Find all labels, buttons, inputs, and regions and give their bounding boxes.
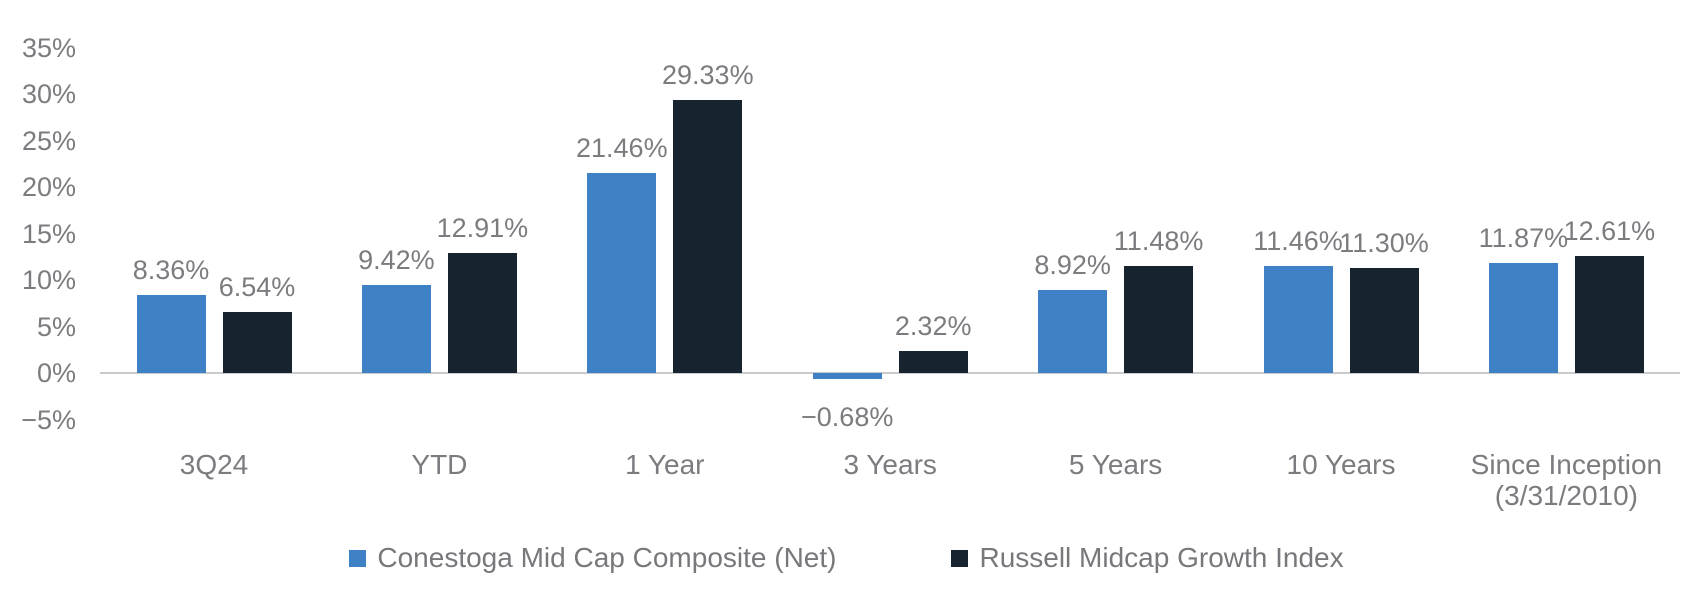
bar-value-label: 12.61% <box>1563 215 1656 246</box>
y-axis-tick-label: 20% <box>21 172 76 202</box>
bar[interactable] <box>136 295 206 373</box>
bar[interactable] <box>1349 267 1419 373</box>
bar[interactable] <box>1038 290 1108 373</box>
x-axis-category-label: 1 Year <box>625 449 705 480</box>
y-axis-tick-label: −5% <box>21 404 76 435</box>
y-axis-tick-label: 0% <box>36 358 76 388</box>
bar-value-label: 11.30% <box>1339 227 1429 258</box>
y-axis-tick-label: 10% <box>21 265 76 295</box>
y-axis-tick-label: 15% <box>21 218 76 249</box>
bar-value-label: 11.87% <box>1478 222 1569 253</box>
bar-value-label: 21.46% <box>576 133 668 164</box>
bar[interactable] <box>812 373 882 380</box>
bar-value-label: 29.33% <box>662 60 754 91</box>
bar[interactable] <box>1124 266 1194 373</box>
bar-value-label: 12.91% <box>436 212 529 243</box>
bar[interactable] <box>447 252 517 373</box>
bar-value-label: 6.54% <box>218 272 296 303</box>
bar-value-label: 11.46% <box>1253 226 1343 257</box>
x-axis-category-label: 3Q24 <box>179 449 249 480</box>
y-axis-tick-label: 35% <box>21 32 76 63</box>
bar[interactable] <box>1263 266 1333 373</box>
x-axis-baseline <box>100 372 1680 374</box>
bar[interactable] <box>1488 262 1558 373</box>
bar-value-label: 8.36% <box>132 255 210 286</box>
x-axis-category-label: 3 Years <box>843 449 937 480</box>
legend: Conestoga Mid Cap Composite (Net) Russell… <box>0 542 1693 574</box>
x-axis-category-label: 10 Years <box>1286 449 1396 480</box>
y-axis-tick-label: 30% <box>21 79 76 109</box>
bar-value-label: 2.32% <box>894 311 972 342</box>
y-axis-tick-label: 25% <box>21 125 76 156</box>
bar-value-label: 11.48% <box>1113 226 1204 257</box>
bar[interactable] <box>361 285 431 373</box>
bar-value-label: 8.92% <box>1034 250 1111 281</box>
bar[interactable] <box>587 173 657 373</box>
bar-value-label: −0.68% <box>801 402 894 433</box>
bar[interactable] <box>898 351 968 373</box>
legend-item-label: Russell Midcap Growth Index <box>979 542 1344 573</box>
bar[interactable] <box>673 100 743 373</box>
bar-value-label: 9.42% <box>358 245 435 276</box>
bar[interactable] <box>1574 255 1644 373</box>
y-axis-tick-label: 5% <box>36 311 76 342</box>
x-axis-category-label: YTD <box>411 449 468 480</box>
legend-item[interactable]: Russell Midcap Growth Index <box>951 542 1344 574</box>
legend-swatch-icon <box>951 549 969 567</box>
legend-swatch-icon <box>349 549 367 567</box>
x-axis-category-label: 5 Years <box>1068 449 1163 480</box>
x-axis-category-label: Since Inception (3/31/2010) <box>1470 449 1663 511</box>
bar[interactable] <box>222 312 292 373</box>
legend-item[interactable]: Conestoga Mid Cap Composite (Net) <box>349 542 836 574</box>
legend-item-label: Conestoga Mid Cap Composite (Net) <box>377 542 837 573</box>
